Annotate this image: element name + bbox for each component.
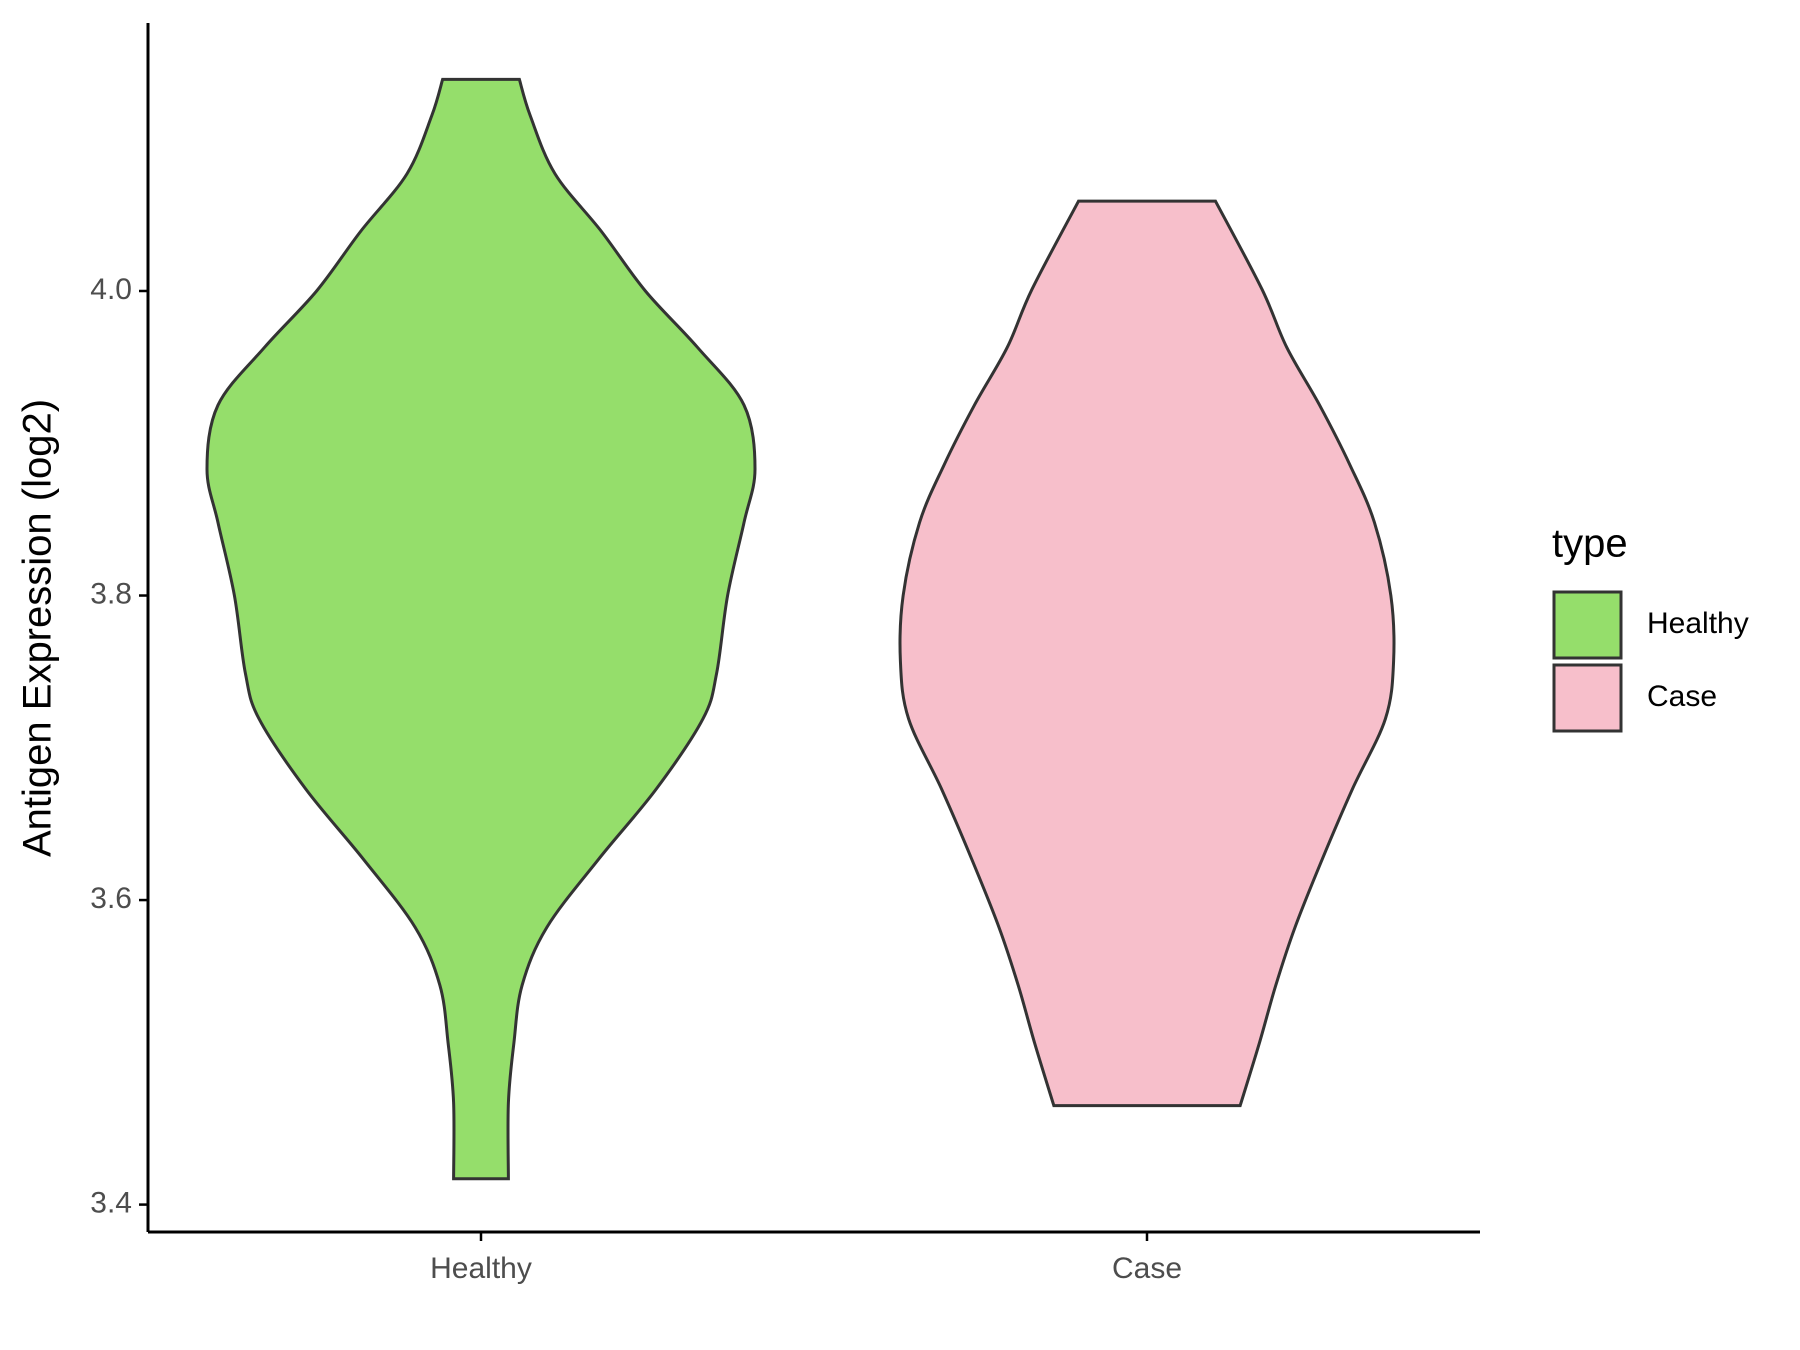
legend-key <box>1552 663 1623 733</box>
violin <box>898 199 1396 1108</box>
legend-key <box>1552 590 1623 660</box>
y-tick-label: 3.6 <box>90 882 132 915</box>
violin <box>205 77 757 1181</box>
y-tick-label: 4.0 <box>90 273 132 306</box>
y-tick-label: 3.8 <box>90 577 132 610</box>
y-axis-title: Antigen Expression (log2) <box>16 399 60 857</box>
x-tick-label: Case <box>1112 1252 1182 1285</box>
legend-label: Case <box>1647 680 1717 713</box>
y-tick-label: 3.4 <box>90 1187 132 1220</box>
legend-label: Healthy <box>1647 607 1749 640</box>
x-tick-label: Healthy <box>430 1252 532 1285</box>
legend-title: type <box>1552 522 1628 566</box>
